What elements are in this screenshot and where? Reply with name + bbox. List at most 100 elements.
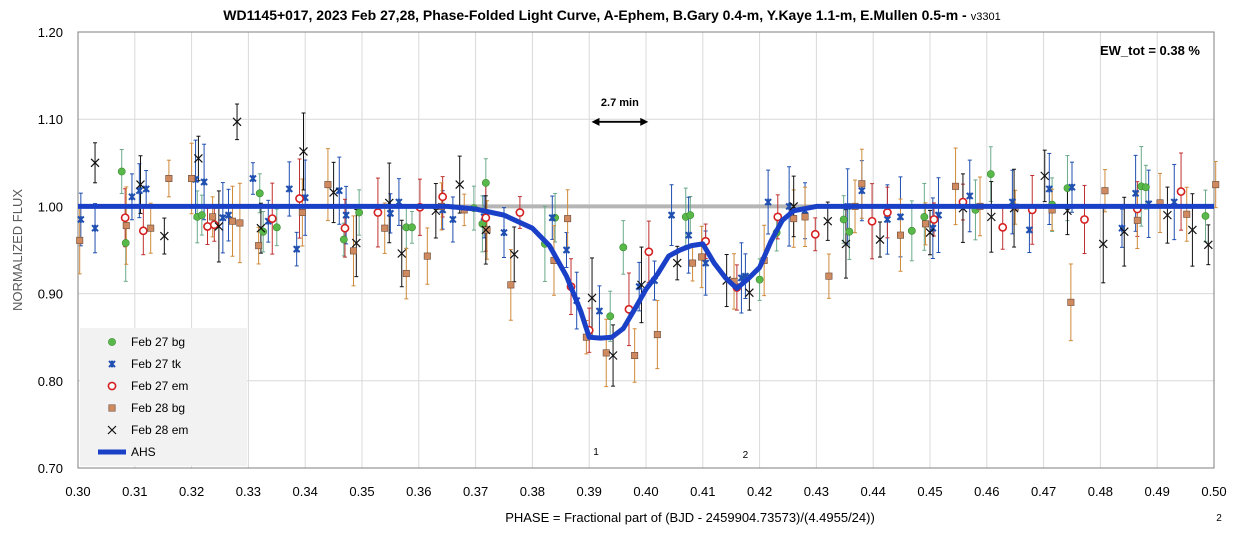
data-point (438, 192, 448, 202)
data-point (925, 228, 935, 237)
data-point (256, 223, 266, 233)
data-point (608, 351, 618, 360)
data-point (351, 238, 361, 248)
legend-label: Feb 27 tk (131, 357, 182, 371)
data-point (764, 198, 772, 206)
data-point (841, 239, 851, 249)
corner-mark: 2 (1216, 513, 1222, 524)
data-point (587, 293, 597, 303)
data-point (755, 275, 764, 284)
legend-swatch (107, 425, 117, 435)
data-point (298, 209, 306, 217)
data-point (402, 270, 410, 278)
data-point (209, 213, 217, 221)
data-point (875, 235, 885, 244)
chart-title-version: v3301 (971, 11, 1001, 23)
data-point (1080, 215, 1089, 224)
x-tick-label: 0.43 (804, 484, 829, 499)
data-point (299, 147, 308, 156)
data-point (858, 180, 866, 188)
data-point (1201, 212, 1210, 220)
data-point (701, 259, 710, 267)
data-point (920, 212, 929, 221)
data-point (1141, 183, 1150, 192)
legend-label: Feb 28 em (131, 423, 188, 437)
data-point (839, 215, 848, 224)
data-point (689, 259, 697, 267)
data-point (1068, 183, 1076, 191)
data-point (500, 228, 508, 237)
data-point (810, 229, 820, 239)
data-point (272, 223, 281, 232)
data-point (684, 231, 693, 239)
data-point (120, 213, 130, 223)
data-point (998, 222, 1008, 232)
data-point (606, 312, 615, 321)
data-point (986, 170, 995, 179)
duration-arrowhead-left (591, 117, 600, 126)
data-point (128, 193, 136, 201)
data-point (966, 192, 974, 200)
x-tick-label: 0.34 (293, 484, 318, 499)
x-tick-label: 0.41 (690, 484, 715, 499)
y-tick-label: 0.80 (38, 374, 63, 389)
data-point (76, 236, 84, 244)
data-point (896, 231, 904, 239)
data-point (159, 231, 169, 241)
y-tick-label: 0.90 (38, 287, 63, 302)
x-tick-label: 0.37 (463, 484, 488, 499)
data-point (228, 217, 236, 225)
legend-label: AHS (131, 445, 156, 459)
data-point (138, 226, 148, 236)
data-point (200, 178, 208, 186)
data-point (232, 117, 242, 127)
data-point (1131, 189, 1140, 198)
legend-label: Feb 27 bg (131, 335, 185, 349)
data-point (340, 223, 350, 233)
data-point (1040, 171, 1050, 181)
data-markers (76, 117, 1220, 360)
data-point (1183, 210, 1191, 218)
duration-label: 2.7 min (601, 97, 639, 109)
data-point (455, 180, 465, 190)
data-point (564, 215, 572, 223)
x-tick-label: 0.33 (236, 484, 261, 499)
x-tick-label: 0.46 (974, 484, 999, 499)
data-point (329, 188, 339, 197)
x-tick-label: 0.35 (349, 484, 374, 499)
data-point (667, 211, 676, 219)
annotations: EW_tot = 0.38 % 2.7 min 1 2 2 (591, 43, 1222, 524)
data-point (91, 224, 99, 232)
data-point (219, 214, 227, 222)
x-tick-label: 0.47 (1031, 484, 1056, 499)
data-point (1118, 224, 1126, 232)
y-tick-label: 1.00 (38, 199, 63, 214)
data-point (637, 280, 646, 290)
x-tick-label: 0.49 (1145, 484, 1170, 499)
data-point (481, 225, 491, 235)
data-point (339, 235, 348, 244)
data-point (292, 245, 301, 253)
data-point (548, 214, 556, 222)
data-point (883, 208, 892, 217)
legend-swatch (108, 404, 116, 412)
data-point (653, 331, 661, 339)
data-point (698, 253, 706, 261)
plot-frame (77, 31, 1215, 469)
duration-arrowhead-right (640, 117, 649, 126)
data-point (1025, 226, 1034, 234)
x-tick-labels: 0.30 0.31 0.32 0.33 0.34 0.35 0.36 0.37 0.38 0.39… (65, 484, 1226, 499)
data-point (77, 215, 85, 224)
y-tick-label: 1.20 (38, 25, 63, 40)
legend-swatch (108, 360, 116, 368)
x-axis-label: PHASE = Fractional part of (BJD - 245990… (505, 510, 875, 525)
data-point (397, 249, 407, 258)
data-point (1101, 187, 1109, 195)
x-tick-label: 0.42 (747, 484, 772, 499)
data-point (507, 281, 515, 289)
data-point (929, 224, 937, 232)
x-tick-label: 0.36 (406, 484, 431, 499)
data-point (147, 224, 155, 232)
data-point (295, 194, 304, 203)
y-tick-labels: 0.70 0.80 0.90 1.00 1.10 1.20 (38, 25, 63, 476)
